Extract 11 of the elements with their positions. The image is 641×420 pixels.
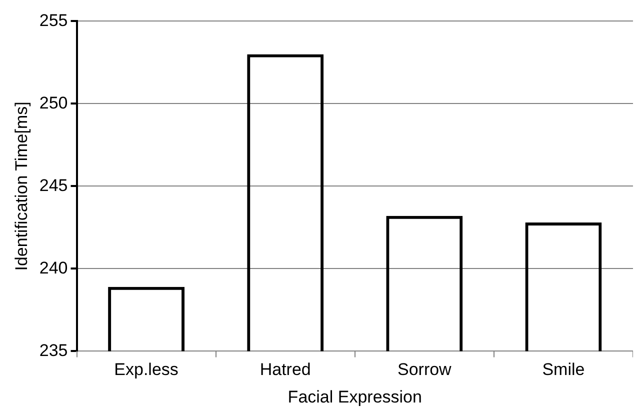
y-tick-label: 250: [39, 93, 68, 112]
y-tick-label: 245: [39, 176, 68, 195]
x-tick-label: Smile: [542, 360, 585, 380]
x-tick-label: Exp.less: [114, 360, 178, 380]
x-tick-label: Sorrow: [397, 360, 452, 380]
y-axis-title: Identification Time[ms]: [12, 102, 31, 271]
y-tick-label: 255: [39, 10, 68, 30]
x-tick-label: Hatred: [260, 360, 311, 380]
y-tick-label: 240: [39, 258, 68, 278]
x-axis-title: Facial Expression: [288, 387, 422, 406]
y-tick-label: 235: [39, 340, 68, 360]
